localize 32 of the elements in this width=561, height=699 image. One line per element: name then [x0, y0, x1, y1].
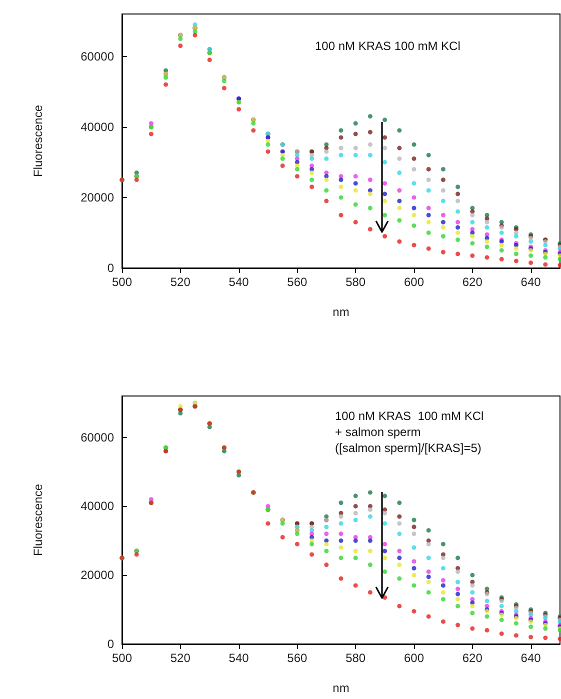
y-tick-label: 40000	[80, 120, 114, 134]
x-tick-label: 640	[520, 275, 542, 289]
y-tick-label: 0	[107, 261, 114, 275]
x-axis-title: nm	[332, 681, 350, 695]
y-tick-label: 60000	[80, 49, 114, 64]
x-tick-label: 520	[170, 651, 191, 665]
y-tick-label: 60000	[80, 430, 114, 444]
y-tick-label: 40000	[80, 499, 114, 514]
x-tick-label: 620	[462, 275, 483, 289]
y-axis-title: Fluorescence	[31, 104, 45, 178]
x-tick-label: 620	[462, 651, 483, 665]
y-tick-label: 20000	[80, 568, 114, 582]
x-tick-label: 560	[287, 651, 308, 665]
annotation: ([salmon sperm]/[KRAS]=5)	[335, 441, 482, 455]
x-tick-label: 640	[520, 651, 542, 665]
x-axis-title: nm	[332, 305, 350, 319]
x-tick-label: 500	[112, 651, 132, 665]
y-tick-label: 0	[107, 637, 114, 651]
x-tick-label: 540	[228, 651, 250, 665]
x-tick-label: 600	[404, 651, 424, 665]
y-tick-label: 20000	[80, 190, 114, 204]
x-tick-label: 580	[346, 275, 366, 289]
x-tick-label: 600	[404, 275, 424, 289]
x-tick-label: 500	[112, 275, 132, 289]
x-tick-label: 580	[346, 651, 366, 665]
annotation: 100 nM KRAS 100 mM KCl	[315, 39, 460, 53]
annotation: + salmon sperm	[335, 425, 421, 439]
x-tick-label: 520	[170, 275, 191, 289]
x-tick-label: 540	[228, 275, 250, 289]
annotation: 100 nM KRAS 100 mM KCl	[335, 409, 484, 423]
y-axis-title: Fluorescence	[31, 484, 45, 556]
x-tick-label: 560	[287, 275, 308, 289]
